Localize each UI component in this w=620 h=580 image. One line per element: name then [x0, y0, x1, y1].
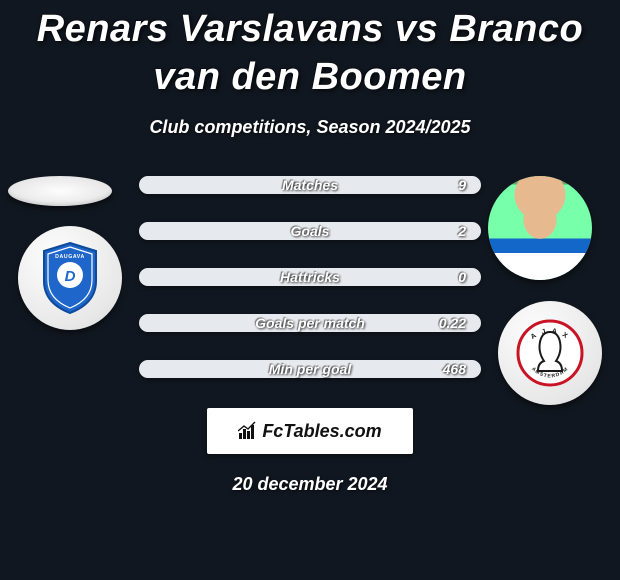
club-right-badge: A J A X AMSTERDAM	[498, 301, 602, 405]
stat-bar: Goals per match 0.22	[139, 314, 481, 332]
stat-bar: Hattricks 0	[139, 268, 481, 286]
comparison-area: D DAUGAVA A J A X AMSTERDAM Matches 9 Go…	[0, 176, 620, 378]
stat-bar: Goals 2	[139, 222, 481, 240]
svg-text:DAUGAVA: DAUGAVA	[55, 254, 85, 260]
stat-label: Matches	[282, 177, 338, 193]
ajax-icon: A J A X AMSTERDAM	[516, 319, 584, 387]
brand-box: FcTables.com	[207, 408, 413, 454]
shield-icon: D DAUGAVA	[40, 241, 100, 315]
player-right-avatar	[488, 176, 592, 280]
stat-value-right: 9	[458, 177, 466, 193]
brand-text: FcTables.com	[262, 421, 381, 442]
player-left-avatar	[8, 176, 112, 206]
stat-label: Min per goal	[269, 361, 351, 377]
page-title: Renars Varslavans vs Branco van den Boom…	[0, 0, 620, 101]
stat-value-right: 2	[458, 223, 466, 239]
bars-icon	[238, 421, 258, 441]
subtitle: Club competitions, Season 2024/2025	[0, 117, 620, 138]
stat-bar: Matches 9	[139, 176, 481, 194]
stat-value-right: 468	[443, 361, 466, 377]
stat-value-right: 0	[458, 269, 466, 285]
date-text: 20 december 2024	[0, 474, 620, 495]
stat-value-right: 0.22	[439, 315, 466, 331]
stat-label: Hattricks	[280, 269, 340, 285]
club-left-badge: D DAUGAVA	[18, 226, 122, 330]
stat-bars: Matches 9 Goals 2 Hattricks 0 Goals per …	[139, 176, 481, 378]
svg-text:D: D	[65, 268, 76, 285]
stat-label: Goals	[291, 223, 330, 239]
player-photo-placeholder	[488, 176, 592, 280]
stat-bar: Min per goal 468	[139, 360, 481, 378]
stat-label: Goals per match	[255, 315, 365, 331]
